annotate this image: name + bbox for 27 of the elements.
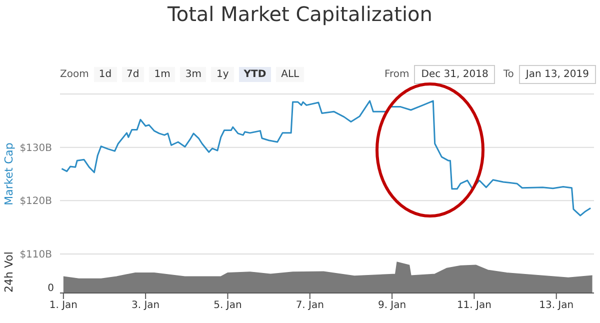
line-series (60, 100, 592, 216)
text: ALL (276, 67, 304, 82)
text: YTD (238, 67, 272, 82)
y-tick-label: $120B (20, 196, 52, 208)
text: 1d (94, 67, 117, 82)
y-tick-label: $110B (20, 250, 52, 261)
text: Zoom (60, 69, 89, 80)
text: 3m (180, 67, 206, 82)
text: To (503, 69, 514, 80)
text: 1y (211, 67, 234, 82)
text: 1m (149, 67, 176, 82)
x-tick-label: 11. Jan (456, 300, 492, 312)
chart-title: Total Market Capitalization (166, 2, 434, 26)
x-tick-label: 3. Jan (132, 300, 160, 312)
text: From (384, 69, 410, 80)
y-tick-label: $130B (20, 142, 52, 154)
x-tick-label: 5. Jan (214, 300, 242, 312)
date-field: Jan 13, 2019 (518, 65, 596, 84)
text: 7d (122, 67, 144, 82)
x-tick-label: 1. Jan (49, 300, 78, 312)
date-field: Dec 31, 2018 (414, 65, 496, 84)
x-tick-label: 9. Jan (378, 300, 406, 312)
x-tick-label: 13. Jan (539, 300, 574, 312)
text: 0 (46, 283, 54, 294)
x-tick-label: 7. Jan (296, 300, 324, 312)
y-axis-title: Market Cap (2, 142, 16, 206)
y-axis-title: 24h Vol (2, 252, 16, 292)
